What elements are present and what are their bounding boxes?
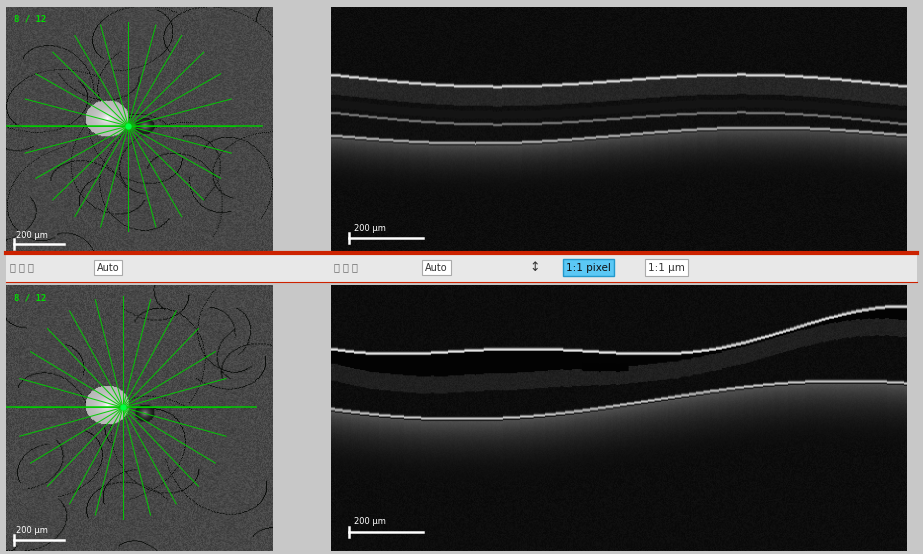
Text: 1:1 pixel: 1:1 pixel <box>567 263 611 273</box>
Text: Auto: Auto <box>425 263 448 273</box>
Text: 👋 🔍 🔍: 👋 🔍 🔍 <box>334 263 358 273</box>
Text: 200 μm: 200 μm <box>354 223 386 233</box>
Text: 8 / 12: 8 / 12 <box>14 14 46 23</box>
Text: Auto: Auto <box>97 263 119 273</box>
Text: ↕: ↕ <box>530 261 540 274</box>
Text: 200 μm: 200 μm <box>17 232 48 240</box>
Text: 8 / 12: 8 / 12 <box>14 293 46 302</box>
Text: 200 μm: 200 μm <box>17 526 48 535</box>
Text: 200 μm: 200 μm <box>354 517 386 526</box>
Text: 1:1 μm: 1:1 μm <box>649 263 685 273</box>
Text: 👋 🔍 🔍: 👋 🔍 🔍 <box>10 263 34 273</box>
